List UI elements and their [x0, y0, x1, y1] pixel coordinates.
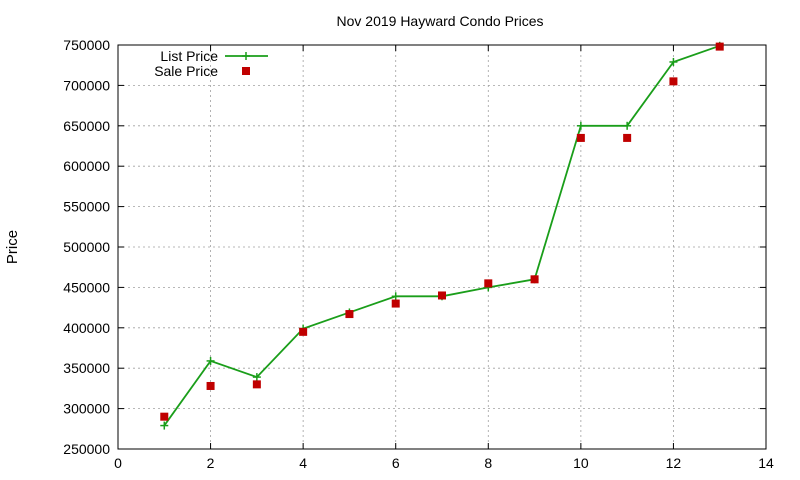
point-list-price	[576, 121, 585, 130]
point-list-price	[206, 356, 215, 365]
y-tick-label: 300000	[63, 401, 110, 417]
point-sale-price	[252, 380, 261, 389]
y-tick-label: 250000	[63, 441, 110, 457]
x-tick-label: 6	[392, 455, 400, 471]
x-tick-label: 4	[299, 455, 307, 471]
x-tick-label: 2	[207, 455, 215, 471]
point-sale-price	[715, 42, 724, 51]
axis-ticks: 0 2 4 6 8 10 12 14 250000 300000 350000 400000 45000…	[63, 37, 774, 471]
legend: List Price Sale Price	[154, 48, 268, 79]
point-sale-price	[391, 299, 400, 308]
point-sale-price	[623, 133, 632, 142]
point-list-price	[391, 292, 400, 301]
point-sale-price	[299, 327, 308, 336]
y-tick-label: 750000	[63, 37, 110, 53]
x-tick-label: 14	[758, 455, 774, 471]
point-sale-price	[345, 310, 354, 319]
point-sale-price	[484, 279, 493, 288]
chart-title: Nov 2019 Hayward Condo Prices	[337, 13, 544, 29]
legend-label-sale-price: Sale Price	[154, 63, 218, 79]
plot-frame	[117, 44, 767, 450]
point-sale-price	[438, 291, 446, 300]
y-tick-label: 650000	[63, 118, 110, 134]
y-axis-label: Price	[4, 230, 21, 264]
y-tick-label: 350000	[63, 360, 110, 376]
point-list-price	[623, 121, 632, 130]
legend-marker-sale-price	[242, 67, 250, 75]
y-tick-label: 600000	[63, 158, 110, 174]
y-tick-label: 700000	[63, 77, 110, 93]
series-line-list-price	[163, 44, 721, 427]
legend-label-list-price: List Price	[160, 48, 218, 64]
legend-marker-list-price	[242, 52, 250, 60]
point-sale-price	[206, 381, 215, 390]
y-tick-label: 500000	[63, 239, 110, 255]
y-tick-label: 550000	[63, 199, 110, 215]
point-sale-price	[530, 275, 539, 284]
point-sale-price	[576, 133, 585, 142]
series-layer	[160, 41, 724, 430]
point-list-price	[669, 57, 678, 66]
point-sale-price	[669, 77, 678, 86]
x-tick-label: 10	[573, 455, 589, 471]
x-tick-label: 0	[114, 455, 122, 471]
grid	[118, 45, 766, 449]
legend-plus-marker	[242, 52, 250, 60]
y-tick-label: 400000	[63, 320, 110, 336]
point-list-price	[160, 421, 169, 430]
x-tick-label: 12	[666, 455, 682, 471]
y-tick-label: 450000	[63, 279, 110, 295]
point-sale-price	[160, 412, 169, 421]
point-list-price	[252, 373, 261, 382]
x-tick-label: 8	[484, 455, 492, 471]
